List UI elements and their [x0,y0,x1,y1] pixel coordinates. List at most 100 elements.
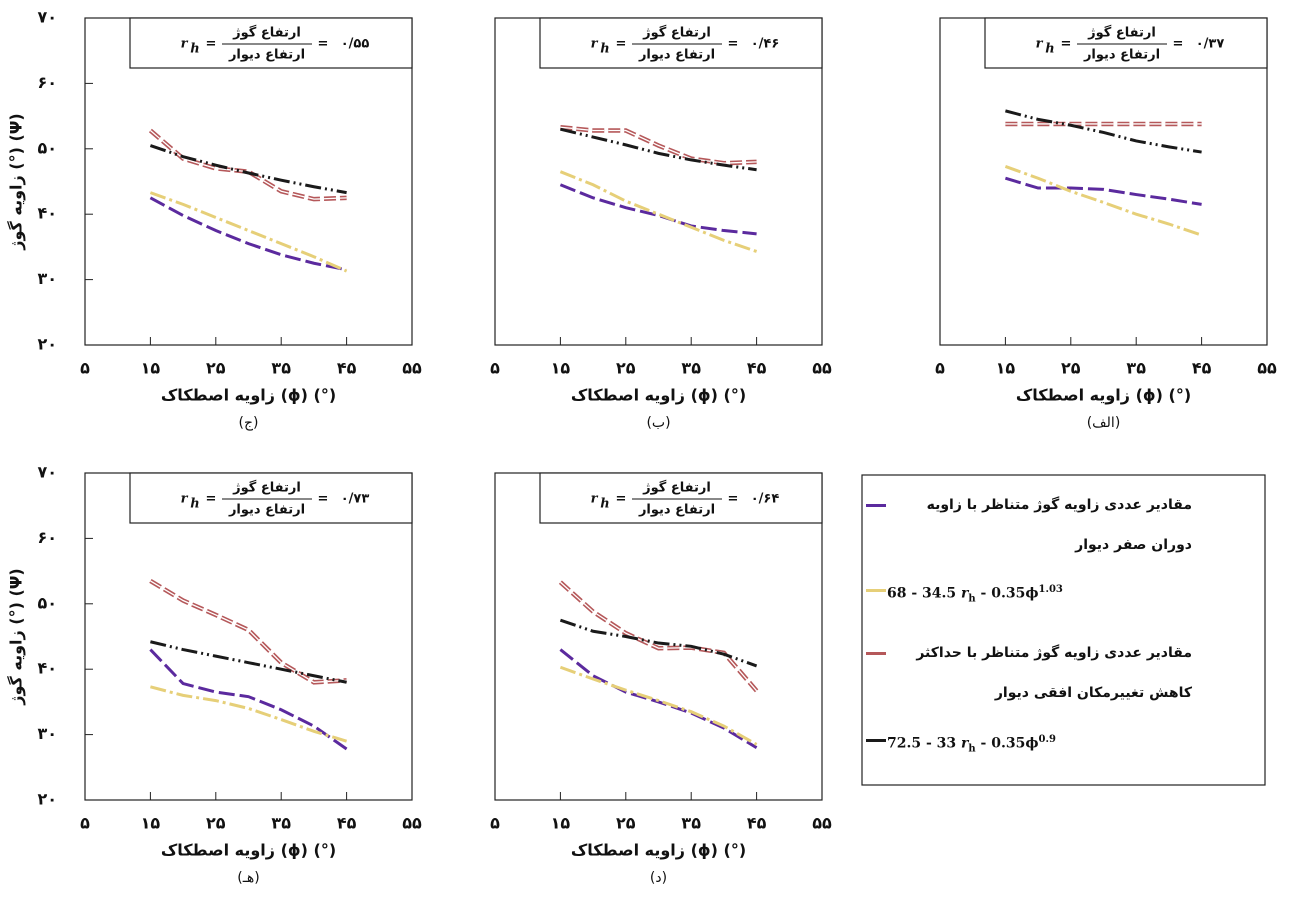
y-tick-label: ۶۰ [37,528,57,547]
series-line-highlight [150,580,347,683]
inset-box [129,17,413,69]
x-tick-label: ۴۵ [337,359,357,378]
series-line [560,127,757,172]
inset-numerator: ارتفاع گوژ [1087,25,1156,41]
x-tick-label: ۳۵ [271,814,291,833]
series-line [149,648,348,751]
panel-label: (د) [650,870,667,886]
legend-formula-part: h [968,593,976,605]
series-line [1004,165,1203,237]
x-tick-label: ۵ [80,359,90,378]
inset-denominator: ارتفاع دیوار [1083,48,1160,63]
x-tick-label: ۵۵ [812,359,832,378]
x-tick-label: ۴۵ [747,814,767,833]
x-tick-label: ۳۵ [1126,359,1146,378]
inset-value: ۰/۵۵ [341,37,370,52]
inset-equals: = [616,37,627,52]
x-tick-label: ۲۵ [206,814,226,833]
inset-subscript: h [190,42,199,57]
legend-label: مقادیر عددی زاویه گوژ متناظر با زاویه دو… [926,497,1192,553]
inset-equals: = [728,37,739,52]
inset-equals: = [318,37,329,52]
series-line [149,578,347,685]
x-axis-label: زاویه اصطکاک (ϕ) (°) [571,386,746,405]
inset-denominator: ارتفاع دیوار [638,48,715,63]
y-tick-label: ۷۰ [37,8,57,27]
series-line [559,618,758,668]
x-tick-label: ۳۵ [271,359,291,378]
x-tick-label: ۲۵ [206,359,226,378]
series-line [1004,176,1202,206]
inset-symbol: r [591,492,599,507]
y-tick-label: ۲۰ [37,790,57,809]
x-tick-label: ۲۵ [616,814,636,833]
legend-formula-part: r [961,735,969,752]
series-line [558,580,759,693]
series-line [559,170,758,253]
x-axis-label: زاویه اصطکاک (ϕ) (°) [161,841,336,860]
x-tick-label: ۱۵ [141,814,161,833]
inset-denominator: ارتفاع دیوار [228,48,305,63]
y-axis-label: زاویه گوژ (°) (Ψ) [7,113,26,250]
x-axis-label: زاویه اصطکاک (ϕ) (°) [571,841,746,860]
x-tick-label: ۵ [80,814,90,833]
x-axis-label: زاویه اصطکاک (ϕ) (°) [1016,386,1191,405]
x-tick-label: ۵۵ [402,814,422,833]
legend-formula-part: r [961,585,969,602]
inset-equals: = [206,37,217,52]
legend-swatch [866,739,886,742]
legend-formula-part: - 0.35ϕ [975,735,1039,752]
x-tick-label: ۲۵ [616,359,636,378]
y-tick-label: ۳۰ [37,269,57,288]
x-tick-label: ۵ [490,814,500,833]
y-tick-label: ۵۰ [37,593,57,612]
y-tick-label: ۴۰ [37,204,57,223]
inset-subscript: h [1045,42,1054,57]
inset-symbol: r [1036,37,1044,52]
series-line [149,196,347,272]
y-tick-label: ۶۰ [37,73,57,92]
inset-equals: = [318,492,329,507]
inset-equals: = [206,492,217,507]
legend-label: 72.5 - 33 rh - 0.35ϕ0.9 [887,720,1056,769]
inset-denominator: ارتفاع دیوار [638,503,715,518]
x-tick-label: ۴۵ [747,359,767,378]
x-tick-label: ۱۵ [551,359,571,378]
inset-box [129,472,413,524]
inset-numerator: ارتفاع گوژ [232,25,301,41]
legend-box [861,474,1266,786]
x-tick-label: ۵۵ [402,359,422,378]
inset-subscript: h [190,497,199,512]
legend-formula-part: 72.5 - 33 [887,735,962,752]
x-tick-label: ۵۵ [1257,359,1277,378]
x-tick-label: ۲۵ [1061,359,1081,378]
x-tick-label: ۳۵ [681,814,701,833]
legend-label: مقادیر عددی زاویه گوژ متناظر با حداکثر ک… [916,645,1192,701]
inset-box [539,472,823,524]
inset-numerator: ارتفاع گوژ [642,25,711,41]
y-tick-label: ۴۰ [37,659,57,678]
series-line [559,183,757,236]
panel-label: (ج) [239,415,259,431]
legend-formula-part: 68 - 34.5 [887,585,962,602]
series-line [1005,109,1202,154]
inset-numerator: ارتفاع گوژ [642,480,711,496]
legend-swatch [866,652,886,655]
x-tick-label: ۴۵ [1192,359,1212,378]
x-tick-label: ۵۵ [812,814,832,833]
inset-equals: = [1173,37,1184,52]
inset-box [539,17,823,69]
panel-label: (الف) [1087,415,1121,431]
series-line [150,685,348,743]
inset-box [984,17,1268,69]
inset-equals: = [728,492,739,507]
x-tick-label: ۳۵ [681,359,701,378]
x-tick-label: ۱۵ [141,359,161,378]
x-tick-label: ۵ [490,359,500,378]
panel-label: (هـ) [237,870,259,886]
inset-subscript: h [600,42,609,57]
inset-symbol: r [591,37,599,52]
x-tick-label: ۱۵ [996,359,1016,378]
